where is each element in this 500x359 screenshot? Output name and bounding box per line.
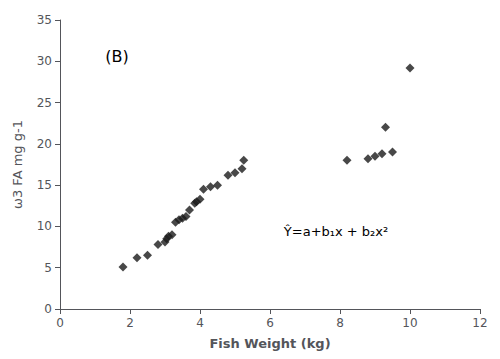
svg-text:12: 12 (472, 316, 487, 330)
svg-text:ω3 FA mg g-1: ω3 FA mg g-1 (10, 120, 25, 209)
svg-text:15: 15 (37, 178, 52, 192)
svg-text:5: 5 (44, 261, 52, 275)
svg-text:30: 30 (37, 54, 52, 68)
svg-text:Fish Weight (kg): Fish Weight (kg) (209, 336, 330, 351)
svg-text:35: 35 (37, 13, 52, 27)
svg-text:2: 2 (126, 316, 134, 330)
svg-text:4: 4 (196, 316, 204, 330)
svg-text:10: 10 (37, 219, 52, 233)
svg-text:25: 25 (37, 96, 52, 110)
svg-text:0: 0 (44, 302, 52, 316)
svg-text:(B): (B) (105, 47, 128, 66)
svg-text:0: 0 (56, 316, 64, 330)
svg-text:Ŷ=a+b₁x + b₂x²: Ŷ=a+b₁x + b₂x² (283, 224, 388, 239)
svg-text:6: 6 (266, 316, 274, 330)
svg-text:10: 10 (402, 316, 417, 330)
svg-text:8: 8 (336, 316, 344, 330)
svg-text:20: 20 (37, 137, 52, 151)
